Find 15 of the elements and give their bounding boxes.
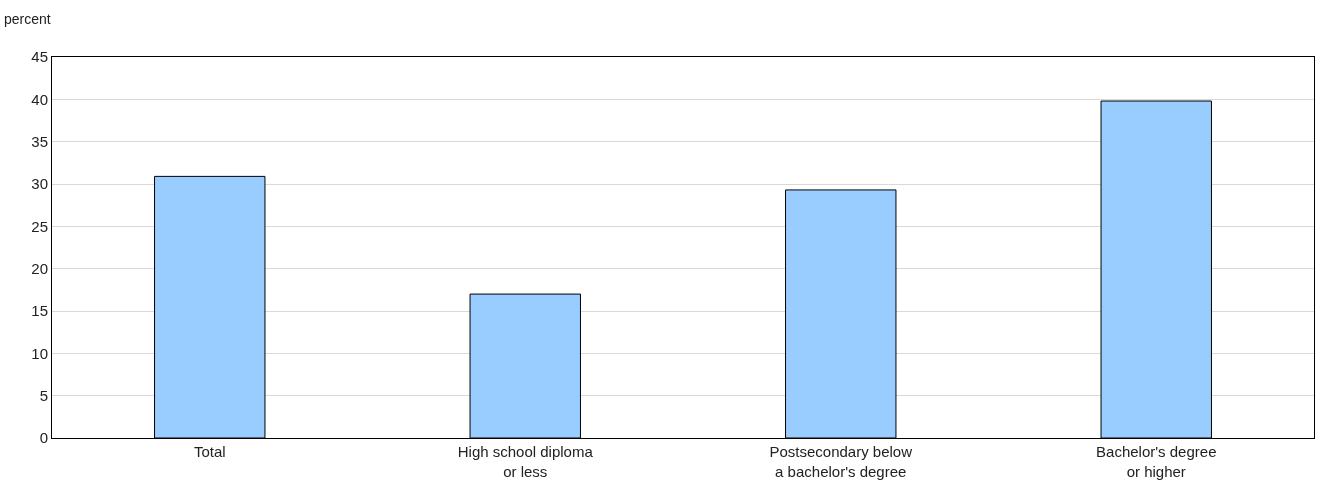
x-tick-label: Bachelor's degree or higher [1096, 443, 1217, 480]
y-tick-label: 30 [31, 175, 48, 193]
x-tick-label: Total [193, 443, 226, 460]
y-tick-label: 5 [39, 386, 48, 404]
y-tick-label: 20 [31, 259, 48, 277]
y-tick-label: 35 [31, 132, 48, 150]
y-tick-label: 45 [31, 48, 48, 66]
y-axis-title: percent [4, 11, 51, 27]
x-tick-label: High school diploma or less [457, 443, 594, 480]
y-tick-label: 0 [39, 429, 48, 447]
x-tick-label: Postsecondary below a bachelor's degree [769, 443, 913, 480]
y-tick-label: 25 [31, 217, 48, 235]
y-tick-label: 10 [31, 344, 48, 362]
y-tick-label: 15 [31, 302, 48, 320]
y-tick-label: 40 [31, 90, 48, 108]
